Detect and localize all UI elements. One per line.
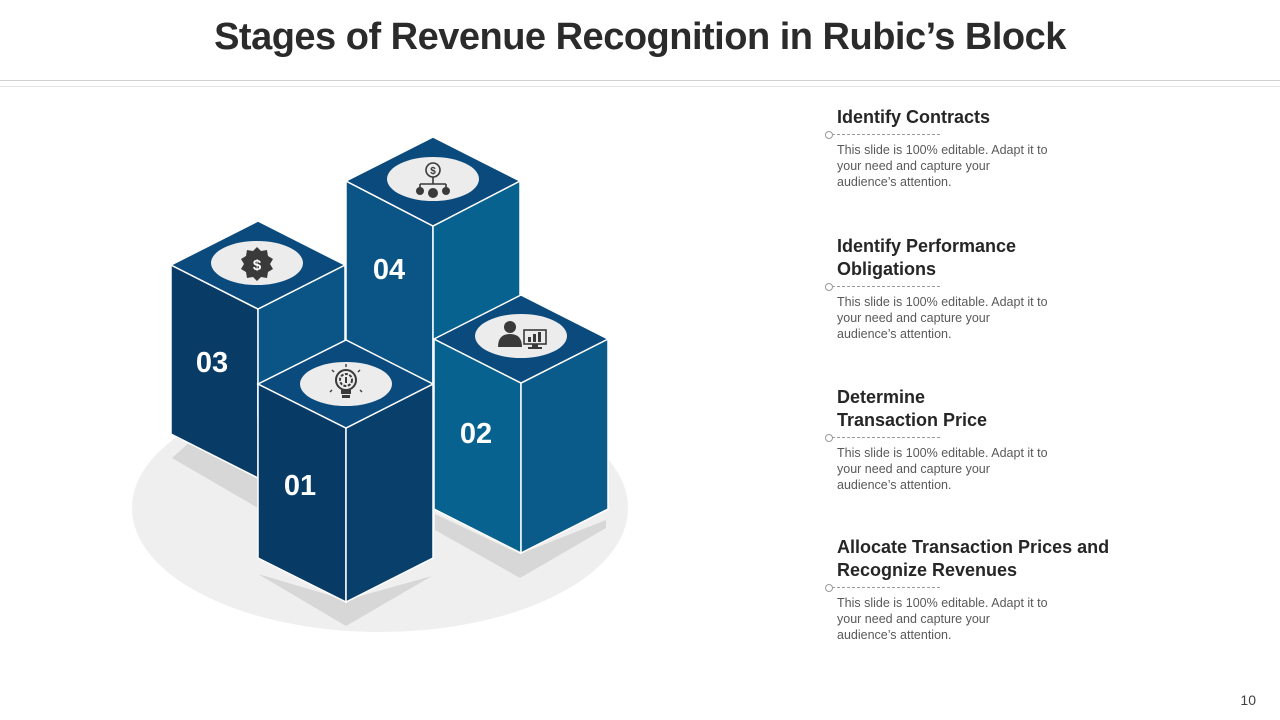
title-divider — [0, 80, 1280, 81]
dollar-badge-icon: $ — [241, 247, 273, 281]
svg-text:$: $ — [430, 166, 436, 177]
stage-title-line: Allocate Transaction Prices and — [837, 537, 1110, 557]
rubiks-block-diagram: $ 04 $ 03 — [132, 136, 628, 632]
block-02-icon-disc — [475, 314, 567, 358]
block-01-number: 01 — [284, 470, 316, 502]
stage-separator — [825, 583, 1137, 593]
stage-description: This slide is 100% editable. Adapt it to… — [837, 446, 1048, 492]
block-04-number: 04 — [373, 254, 405, 286]
block-shadow-02 — [435, 514, 606, 578]
stage-separator — [825, 433, 1137, 443]
stage-description: This slide is 100% editable. Adapt it to… — [837, 295, 1048, 341]
block-02-number: 02 — [460, 418, 492, 450]
svg-text:$: $ — [253, 257, 262, 274]
block-shadow-03 — [172, 440, 258, 508]
stage-title: Identify Contracts — [837, 106, 1127, 129]
stage-item-3: Determine Transaction Price This slide i… — [825, 386, 1137, 493]
stage-title-line: Determine — [837, 387, 926, 407]
stage-item-2: Identify Performance Obligations This sl… — [825, 235, 1137, 342]
stage-item-1: Identify Contracts This slide is 100% ed… — [825, 106, 1137, 190]
block-03-number: 03 — [196, 347, 228, 379]
lightbulb-gear-icon — [329, 364, 363, 398]
stage-title-line: Identify Contracts — [837, 107, 991, 127]
stage-item-4: Allocate Transaction Prices and Recogniz… — [825, 536, 1137, 643]
block-02: 02 — [432, 294, 610, 555]
stage-title-line: Identify Performance — [837, 236, 1017, 256]
page-number: 10 — [1240, 692, 1256, 708]
stage-title: Allocate Transaction Prices and Recogniz… — [837, 536, 1127, 582]
stage-title-line: Recognize Revenues — [837, 560, 1018, 580]
user-monitor-chart-icon — [498, 321, 547, 349]
stage-title-line: Transaction Price — [837, 410, 988, 430]
stage-description: This slide is 100% editable. Adapt it to… — [837, 143, 1048, 189]
stage-title: Determine Transaction Price — [837, 386, 1127, 432]
block-01: 01 — [256, 339, 435, 604]
slide-title: Stages of Revenue Recognition in Rubic’s… — [214, 16, 1066, 58]
dollar-network-icon: $ — [416, 162, 450, 198]
stage-separator — [825, 130, 1137, 140]
block-01-icon-disc — [300, 362, 392, 406]
stage-title: Identify Performance Obligations — [837, 235, 1127, 281]
stage-title-line: Obligations — [837, 259, 936, 279]
title-divider-secondary — [0, 86, 1280, 87]
stage-description: This slide is 100% editable. Adapt it to… — [837, 596, 1048, 642]
stage-separator — [825, 282, 1137, 292]
